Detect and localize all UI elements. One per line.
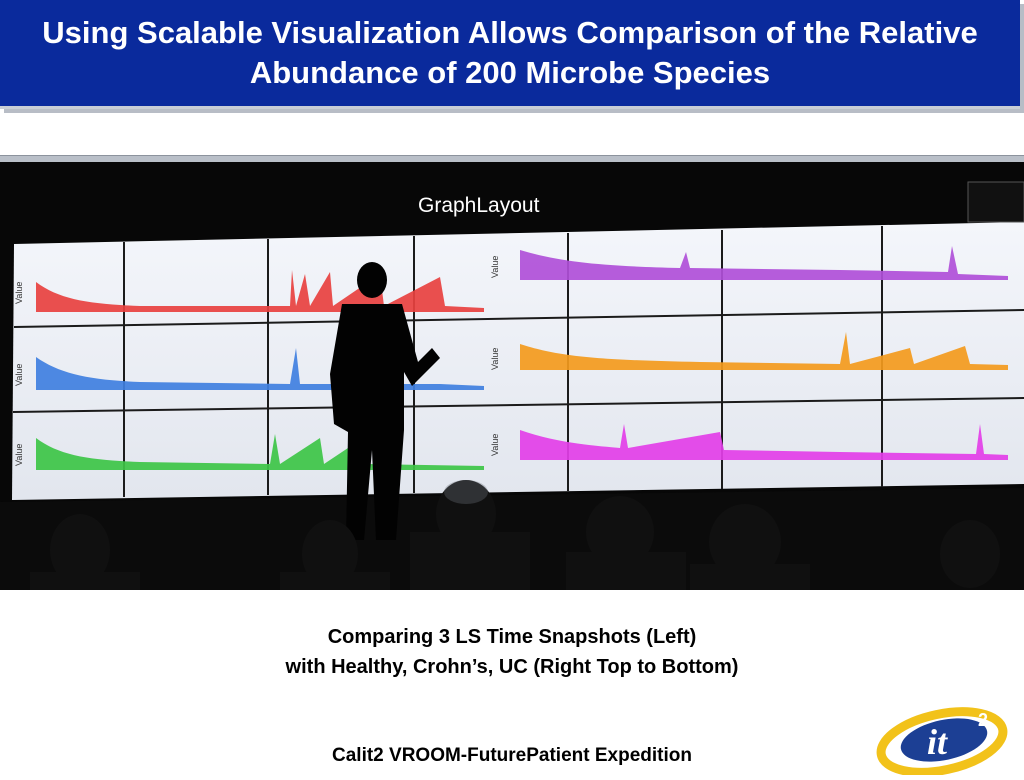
chart-right-3	[520, 424, 1008, 460]
presentation-photo: GraphLayout Value Value Value Value Valu…	[0, 156, 1024, 590]
logo-body	[900, 718, 988, 762]
chart-right-1	[520, 246, 1008, 280]
it2-logo: it 2	[872, 700, 1022, 777]
axis-label-left-2: Value	[14, 364, 24, 386]
title-bar: Using Scalable Visualization Allows Comp…	[0, 0, 1020, 109]
wall-legend-box	[967, 181, 1024, 223]
presenter-silhouette	[330, 262, 440, 540]
logo-ring	[876, 707, 1008, 777]
logo-text: it	[927, 722, 948, 762]
axis-label-left-1: Value	[14, 282, 24, 304]
slide-title: Using Scalable Visualization Allows Comp…	[42, 15, 978, 90]
chart-right-2	[520, 332, 1008, 370]
axis-label-right-2: Value	[490, 348, 500, 370]
chart-left-2	[36, 348, 484, 390]
axis-label-right-3: Value	[490, 434, 500, 456]
photo-caption: Comparing 3 LS Time Snapshots (Left) wit…	[0, 622, 1024, 682]
footer-text: Calit2 VROOM-FuturePatient Expedition	[332, 745, 692, 766]
right-charts: Value Value Value	[490, 246, 1008, 460]
video-wall	[12, 222, 1024, 500]
axis-label-right-1: Value	[490, 256, 500, 278]
caption-line-1: Comparing 3 LS Time Snapshots (Left)	[327, 626, 697, 648]
audience-hair-highlight	[444, 480, 488, 504]
caption-line-2: with Healthy, Crohn’s, UC (Right Top to …	[285, 656, 739, 678]
logo-superscript: 2	[978, 710, 988, 730]
it2-logo-graphic: it 2	[876, 707, 1008, 777]
photo-scene: GraphLayout Value Value Value Value Valu…	[0, 162, 1024, 590]
chart-left-3	[36, 434, 484, 470]
axis-label-left-3: Value	[14, 444, 24, 466]
audience-silhouettes	[30, 480, 1000, 590]
wall-title: GraphLayout	[418, 194, 540, 217]
